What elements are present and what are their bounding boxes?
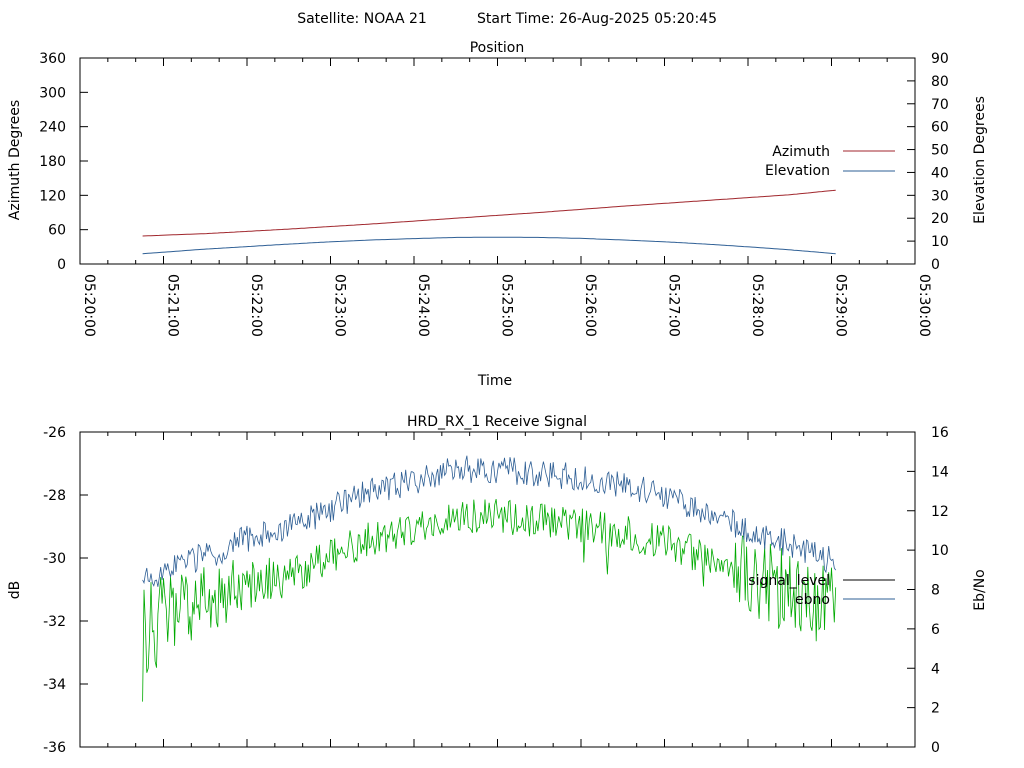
position-x-tick-label: 05:23:00 [332, 274, 348, 337]
signal-y2-tick-label: 2 [931, 701, 940, 717]
legend-label-signal-level: signal_level [748, 573, 830, 589]
signal-chart-title: HRD_RX_1 Receive Signal [407, 414, 587, 430]
position-y2-tick-label: 10 [931, 234, 949, 250]
header-start-time: Start Time: 26-Aug-2025 05:20:45 [477, 11, 717, 27]
position-y-tick-label: 120 [39, 188, 66, 204]
position-y-tick-label: 180 [39, 154, 66, 170]
position-y-tick-label: 300 [39, 85, 66, 101]
series-ebno-line-low [142, 499, 837, 702]
signal-y2-tick-label: 6 [931, 622, 940, 638]
position-y2-tick-label: 90 [931, 51, 949, 67]
signal-y2-tick-label: 14 [931, 464, 949, 480]
signal-y-tick-label: -34 [43, 677, 66, 693]
position-y-tick-label: 240 [39, 120, 66, 136]
signal-y2-tick-label: 10 [931, 543, 949, 559]
signal-y-tick-label: -28 [43, 488, 66, 504]
position-y-tick-label: 0 [57, 257, 66, 273]
position-x-tick-label: 05:20:00 [81, 274, 97, 337]
position-x-axis-label: Time [477, 373, 512, 389]
position-legend: Azimuth Elevation [765, 144, 895, 179]
position-chart: Position Time Azimuth Degrees Elevation … [7, 40, 988, 389]
signal-y2-tick-label: 8 [931, 583, 940, 599]
signal-y-tick-label: -32 [43, 614, 66, 630]
signal-y-tick-label: -30 [43, 551, 66, 567]
series-elevation-line [142, 236, 836, 255]
header-satellite: Satellite: NOAA 21 [297, 11, 427, 27]
position-y-tick-label: 360 [39, 51, 66, 67]
position-x-tick-label: 05:30:00 [916, 274, 932, 337]
position-plot-frame [79, 57, 916, 265]
signal-y2-tick-label: 12 [931, 504, 949, 520]
position-y2-tick-label: 80 [931, 74, 949, 90]
position-y2-tick-label: 30 [931, 188, 949, 204]
signal-plot-frame [79, 431, 916, 748]
signal-y-tick-label: -36 [43, 740, 66, 756]
position-y-axis-label: Azimuth Degrees [7, 100, 23, 220]
position-y2-tick-label: 20 [931, 211, 949, 227]
position-y-tick-label: 60 [48, 223, 66, 239]
position-x-tick-label: 05:27:00 [666, 274, 682, 337]
position-x-tick-label: 05:25:00 [499, 274, 515, 337]
position-y2-tick-label: 50 [931, 143, 949, 159]
signal-y2-tick-label: 0 [931, 740, 940, 756]
position-x-tick-label: 05:29:00 [833, 274, 849, 337]
position-y2-tick-label: 40 [931, 165, 949, 181]
signal-y2-axis-label: Eb/No [972, 569, 988, 611]
signal-y-axis-label: dB [7, 581, 23, 600]
signal-y2-tick-label: 4 [931, 661, 940, 677]
position-x-tick-label: 05:26:00 [582, 274, 598, 337]
legend-label-azimuth: Azimuth [772, 144, 830, 160]
series-ebno-line-high [142, 455, 837, 587]
position-x-tick-label: 05:21:00 [165, 274, 181, 337]
signal-y-tick-label: -26 [43, 425, 66, 441]
position-x-tick-label: 05:24:00 [415, 274, 431, 337]
signal-y2-tick-label: 16 [931, 425, 949, 441]
series-azimuth-line [142, 189, 836, 237]
position-y2-tick-label: 0 [931, 257, 940, 273]
position-x-tick-label: 05:22:00 [248, 274, 264, 337]
position-chart-title: Position [470, 40, 525, 56]
position-y2-tick-label: 60 [931, 120, 949, 136]
position-x-tick-label: 05:28:00 [749, 274, 765, 337]
legend-label-ebno: ebno [795, 592, 830, 608]
receive-signal-chart: HRD_RX_1 Receive Signal dB Eb/No -36 -34 -… [7, 414, 988, 756]
position-y2-tick-label: 70 [931, 97, 949, 113]
position-y2-axis-label: Elevation Degrees [972, 96, 988, 224]
legend-label-elevation: Elevation [765, 163, 830, 179]
signal-legend: signal_level ebno [748, 573, 895, 608]
